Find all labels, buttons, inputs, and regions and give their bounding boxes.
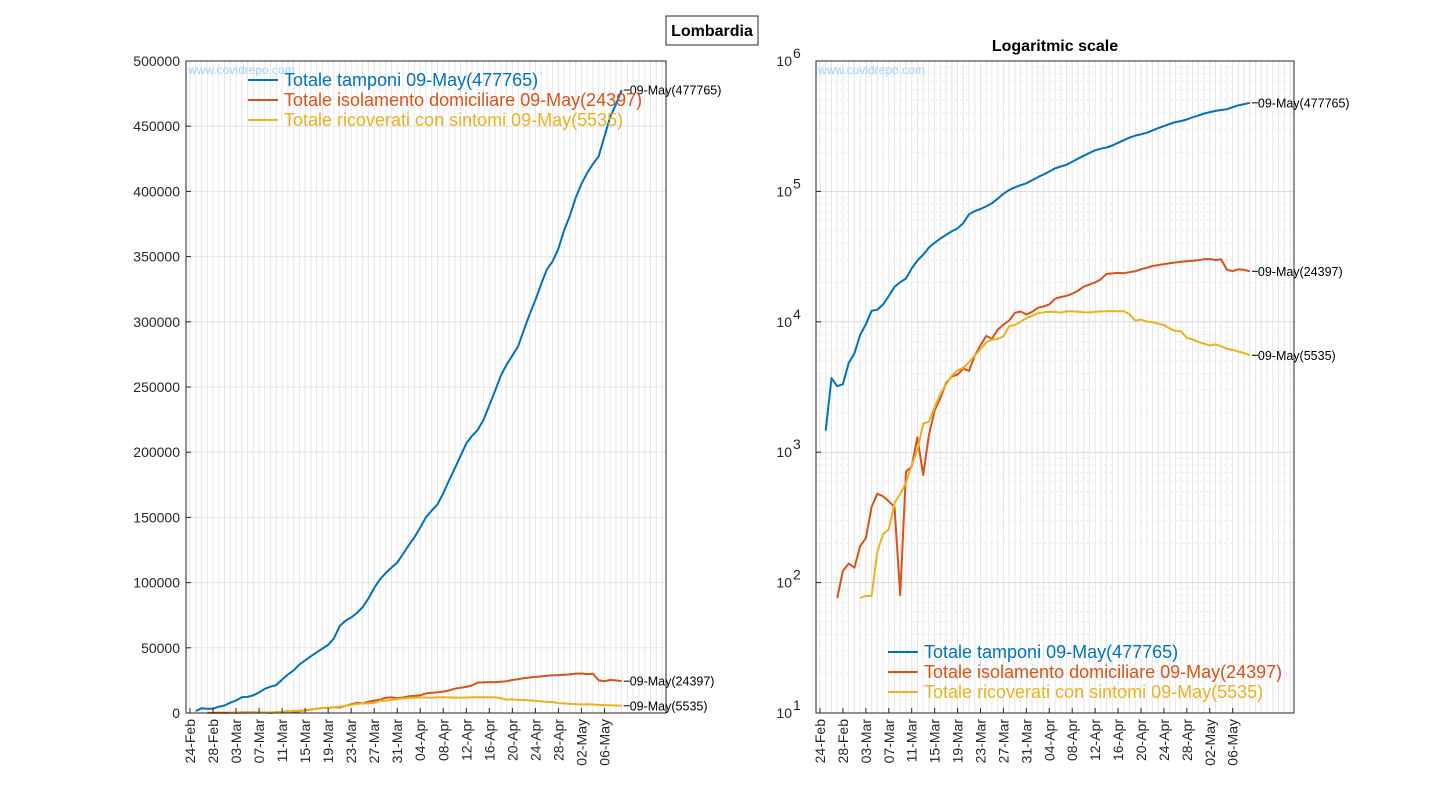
log-legend: Totale tamponi 09-May(477765)Totale isol… — [888, 642, 1282, 702]
y-tick-label: 150000 — [133, 509, 180, 525]
x-tick-label: 19-Mar — [950, 719, 966, 764]
legend-entry: Totale isolamento domiciliare 09-May(243… — [284, 90, 642, 110]
x-tick-label: 28-Apr — [1179, 719, 1195, 761]
x-tick-label: 03-Mar — [858, 719, 874, 764]
y-tick-exponent: 1 — [793, 697, 801, 713]
series-end-label: 09-May(24397) — [1258, 265, 1343, 279]
x-tick-label: 23-Mar — [972, 719, 988, 764]
y-tick-label: 10 — [776, 444, 792, 460]
linear-grid — [186, 60, 666, 714]
y-tick-label: 100000 — [133, 575, 180, 591]
x-tick-label: 02-May — [573, 719, 589, 766]
x-tick-label: 28-Apr — [550, 719, 566, 761]
x-tick-label: 31-Mar — [1018, 719, 1034, 764]
log-end-labels: 09-May(477765) 09-May(24397) 09-May(5535) — [1251, 96, 1350, 363]
series-line — [195, 89, 623, 712]
series-line — [859, 310, 1251, 600]
y-tick-label: 450000 — [133, 118, 180, 134]
x-tick-label: 24-Apr — [527, 719, 543, 761]
y-tick-label: 200000 — [133, 444, 180, 460]
y-tick-label: 10 — [776, 183, 792, 199]
region-title: Lombardia — [671, 23, 753, 40]
watermark: www.covidrepo.com — [187, 63, 295, 77]
legend-entry: Totale tamponi 09-May(477765) — [284, 70, 538, 90]
linear-legend: Totale tamponi 09-May(477765)Totale isol… — [248, 70, 642, 130]
x-tick-label: 08-Apr — [435, 719, 451, 761]
x-tick-label: 12-Apr — [458, 719, 474, 761]
linear-series-lines — [195, 89, 623, 714]
legend-entry: Totale ricoverati con sintomi 09-May(553… — [924, 682, 1263, 702]
y-tick-exponent: 2 — [793, 567, 801, 583]
region-title-frame — [665, 15, 759, 46]
series-end-label: 09-May(24397) — [630, 675, 715, 689]
y-tick-label: 400000 — [133, 183, 180, 199]
x-tick-label: 24-Apr — [1156, 719, 1172, 761]
x-tick-label: 11-Mar — [904, 719, 920, 763]
x-tick-label: 28-Feb — [205, 719, 221, 764]
y-tick-label: 10 — [776, 53, 792, 69]
series-line — [836, 258, 1251, 599]
linear-chart: 0 50000 100000 150000 200000 250000 300000 3500… — [133, 53, 721, 766]
x-tick-label: 28-Feb — [835, 719, 851, 764]
x-tick-label: 11-Mar — [274, 719, 290, 763]
y-tick-label: 300000 — [133, 314, 180, 330]
x-tick-label: 24-Feb — [182, 719, 198, 764]
y-tick-label: 250000 — [133, 379, 180, 395]
x-tick-label: 08-Apr — [1064, 719, 1080, 761]
y-tick-label: 10 — [776, 705, 792, 721]
series-end-label: 09-May(477765) — [630, 83, 722, 97]
x-tick-label: 16-Apr — [481, 719, 497, 761]
legend-entry: Totale ricoverati con sintomi 09-May(553… — [284, 110, 623, 130]
y-tick-exponent: 4 — [793, 306, 801, 322]
x-tick-label: 31-Mar — [389, 719, 405, 764]
x-tick-label: 04-Apr — [1041, 719, 1057, 761]
x-tick-label: 27-Mar — [995, 719, 1011, 764]
x-tick-label: 06-May — [1225, 719, 1241, 766]
y-tick-exponent: 6 — [793, 45, 801, 61]
x-tick-label: 06-May — [596, 719, 612, 766]
y-tick-label: 0 — [172, 705, 180, 721]
log-x-ticks: 24-Feb 28-Feb 03-Mar 07-Mar 11-Mar 15-Mar 19-M… — [812, 708, 1241, 766]
y-tick-label: 10 — [776, 314, 792, 330]
y-tick-exponent: 5 — [793, 175, 801, 191]
x-tick-label: 03-Mar — [228, 719, 244, 764]
y-tick-label: 50000 — [141, 640, 180, 656]
x-tick-label: 07-Mar — [251, 719, 267, 764]
linear-x-ticks: 24-Feb 28-Feb 03-Mar 07-Mar 11-Mar 15-Mar 19-M… — [182, 708, 612, 766]
x-tick-label: 16-Apr — [1110, 719, 1126, 761]
x-tick-label: 19-Mar — [320, 719, 336, 764]
series-line — [824, 101, 1251, 431]
x-tick-label: 07-Mar — [881, 719, 897, 764]
y-tick-exponent: 3 — [793, 436, 801, 452]
x-tick-label: 02-May — [1202, 719, 1218, 766]
x-tick-label: 12-Apr — [1087, 719, 1103, 761]
log-axes-frame — [815, 60, 1295, 714]
x-tick-label: 15-Mar — [297, 719, 313, 764]
x-tick-label: 27-Mar — [366, 719, 382, 764]
x-tick-label: 20-Apr — [504, 719, 520, 761]
x-tick-label: 24-Feb — [812, 719, 828, 764]
x-tick-label: 23-Mar — [343, 719, 359, 764]
log-series-lines — [824, 101, 1251, 600]
series-end-label: 09-May(5535) — [1258, 349, 1336, 363]
linear-y-ticks: 0 50000 100000 150000 200000 250000 300000 3500… — [133, 53, 191, 721]
x-tick-label: 15-Mar — [927, 719, 943, 764]
linear-end-labels: 09-May(477765) 09-May(24397) 09-May(5535) — [623, 83, 722, 713]
legend-entry: Totale isolamento domiciliare 09-May(243… — [924, 662, 1282, 682]
series-end-label: 09-May(477765) — [1258, 96, 1350, 110]
log-chart-title: Logaritmic scale — [992, 38, 1118, 55]
series-end-label: 09-May(5535) — [630, 699, 708, 713]
x-tick-label: 04-Apr — [412, 719, 428, 761]
y-tick-label: 500000 — [133, 53, 180, 69]
region-title-box: Lombardia — [665, 15, 759, 46]
series-line — [230, 696, 622, 714]
watermark: www.covidrepo.com — [817, 63, 925, 77]
x-tick-label: 20-Apr — [1133, 719, 1149, 761]
y-tick-label: 10 — [776, 575, 792, 591]
legend-entry: Totale tamponi 09-May(477765) — [924, 642, 1178, 662]
y-tick-label: 350000 — [133, 249, 180, 265]
